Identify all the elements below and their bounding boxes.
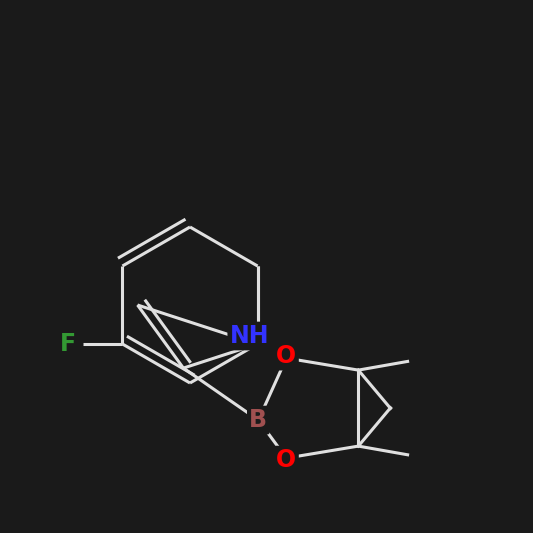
Text: B: B bbox=[249, 408, 268, 432]
Text: NH: NH bbox=[230, 324, 269, 348]
Text: O: O bbox=[276, 344, 296, 368]
Text: O: O bbox=[276, 448, 296, 472]
Text: F: F bbox=[59, 332, 76, 356]
